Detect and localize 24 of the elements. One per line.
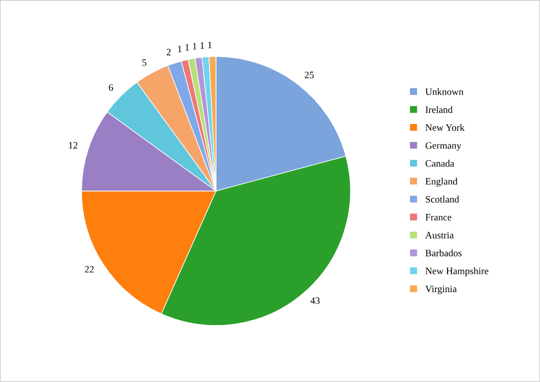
legend-label: England (425, 178, 458, 187)
legend-label: Unknown (425, 88, 464, 96)
legend-label: France (425, 214, 452, 220)
data-label: 2 (166, 48, 171, 56)
data-label: 1 (193, 42, 196, 50)
data-label: 1 (186, 44, 189, 51)
data-label: 1 (178, 46, 182, 52)
legend-label: Ireland (426, 106, 453, 113)
legend-label: Canada (426, 160, 454, 167)
legend-label: Scotland (426, 196, 460, 203)
data-label: 12 (69, 142, 78, 148)
data-label: 22 (84, 266, 94, 272)
legend-label: New Hampshire (425, 267, 488, 276)
data-label: 6 (108, 84, 114, 91)
legend-label: Virginia (425, 286, 457, 294)
data-label: 43 (310, 297, 320, 304)
legend-label: Germany (426, 142, 462, 151)
data-label: 5 (142, 59, 146, 66)
data-label: 1 (200, 42, 204, 49)
legend-label: Austria (425, 232, 454, 238)
legend-label: New York (425, 124, 465, 131)
legend-label: Barbados (425, 249, 462, 256)
data-label: 25 (304, 72, 314, 78)
data-label: 1 (208, 42, 212, 48)
